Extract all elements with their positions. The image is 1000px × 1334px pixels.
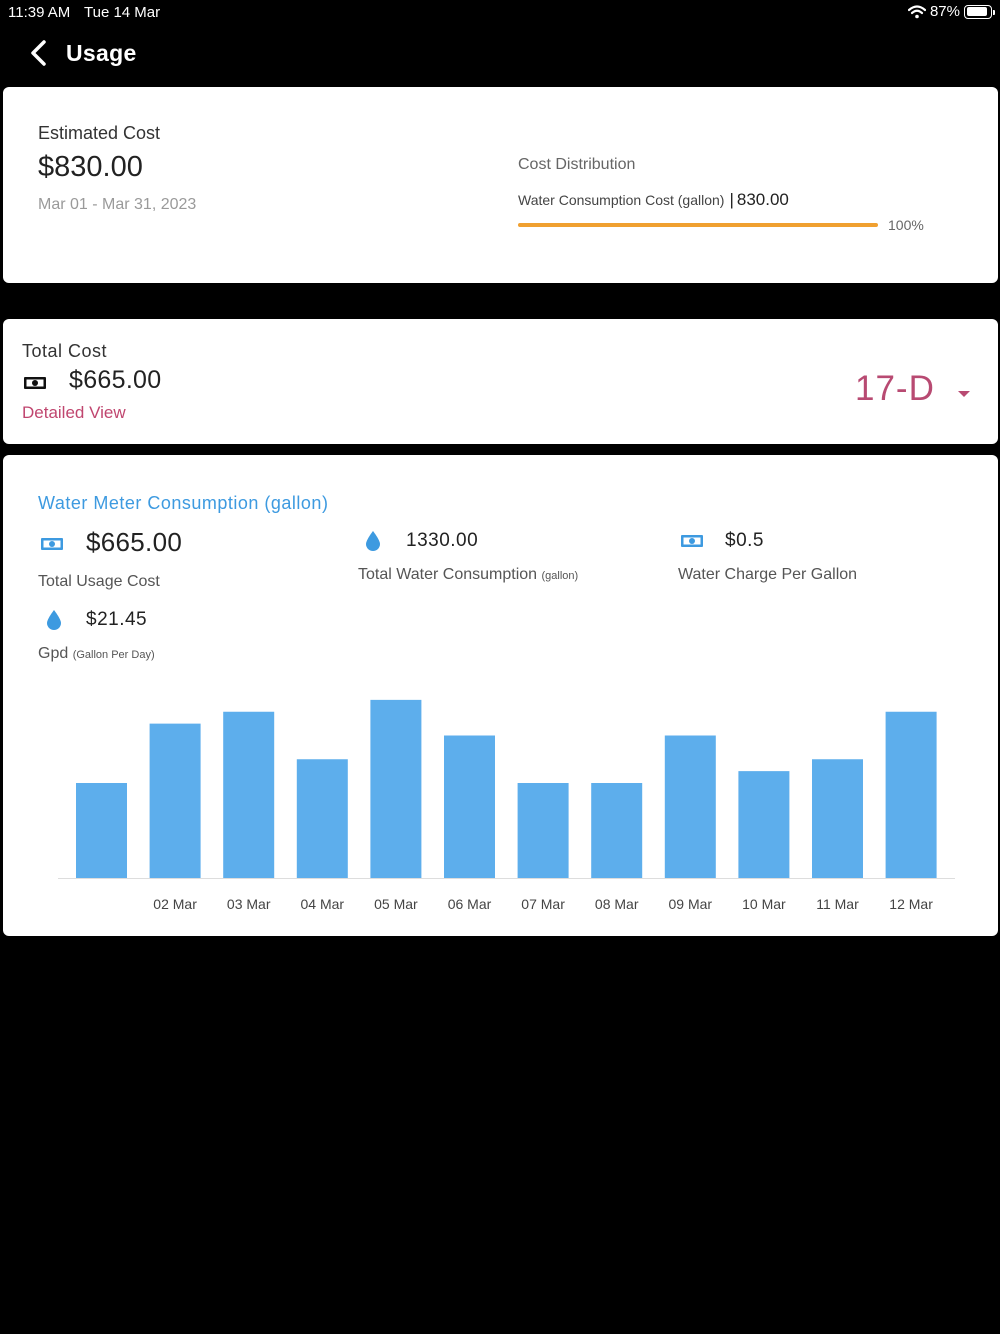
x-tick-label: 09 Mar: [669, 896, 713, 912]
caret-down-icon: [958, 391, 970, 397]
bar-12-mar[interactable]: [885, 711, 937, 878]
total-cost-value: $665.00: [69, 366, 162, 394]
page-title: Usage: [66, 40, 137, 66]
status-indicators: 87%: [907, 3, 995, 20]
cost-distribution-percent: 100%: [888, 217, 924, 233]
wifi-icon: [907, 4, 926, 18]
bar-11-mar[interactable]: [812, 759, 863, 878]
x-tick-label: 08 Mar: [595, 896, 639, 912]
total-consumption-value: 1330.00: [406, 530, 479, 551]
status-time: 11:39 AM: [8, 4, 71, 21]
bar-05-mar[interactable]: [370, 699, 422, 878]
status-date: Tue 14 Mar: [84, 4, 161, 21]
water-meter-card: Water Meter Consumption (gallon) $665.00…: [3, 455, 998, 936]
total-usage-cost-value: $665.00: [86, 527, 183, 557]
cost-distribution-bar: [518, 223, 878, 227]
water-charge-value: $0.5: [725, 530, 764, 551]
cost-distribution-value: 830.00: [736, 190, 789, 209]
cash-icon: [40, 536, 64, 557]
unit-dropdown-value: 17-D: [855, 369, 935, 408]
battery-percent: 87%: [929, 3, 960, 20]
unit-dropdown[interactable]: 17-D: [723, 349, 983, 429]
cash-icon: [23, 375, 47, 396]
total-usage-cost-label: Total Usage Cost: [38, 573, 160, 590]
x-tick-label: 05 Mar: [374, 896, 418, 912]
detailed-view-link[interactable]: Detailed View: [22, 403, 126, 422]
water-charge-label: Water Charge Per Gallon: [678, 566, 858, 583]
estimated-cost-label: Estimated Cost: [38, 123, 161, 143]
gpd-label: Gpd (Gallon Per Day): [38, 645, 155, 662]
bar-02-mar[interactable]: [149, 723, 201, 878]
bar-09-mar[interactable]: [664, 735, 716, 879]
battery-icon: [964, 4, 995, 19]
x-tick-label: 11 Mar: [816, 896, 859, 912]
bar-07-mar[interactable]: [517, 783, 569, 878]
cost-distribution-separator: |: [729, 190, 734, 209]
estimated-cost-value: $830.00: [38, 151, 143, 183]
gpd-value: $21.45: [86, 609, 148, 630]
consumption-bar-chart: 02 Mar 03 Mar 04 Mar 05 Mar 06 Mar 07 Mar 08 M…: [58, 699, 955, 912]
total-cost-card: Total Cost $665.00 Detailed View 17-D: [3, 319, 998, 444]
cash-icon: [680, 533, 704, 554]
cost-distribution-title: Cost Distribution: [518, 156, 636, 173]
estimated-cost-card: Estimated Cost $830.00 Mar 01 - Mar 31, …: [3, 87, 998, 283]
total-cost-label: Total Cost: [22, 341, 108, 361]
x-tick-label: 03 Mar: [227, 896, 271, 912]
water-drop-icon: [45, 609, 63, 636]
bar-03-mar[interactable]: [223, 711, 275, 878]
x-tick-label: 07 Mar: [521, 896, 565, 912]
date-range: Mar 01 - Mar 31, 2023: [38, 196, 197, 213]
water-meter-title: Water Meter Consumption (gallon): [38, 493, 329, 513]
x-tick-label: 06 Mar: [448, 896, 492, 912]
x-tick-label: 12 Mar: [889, 896, 933, 912]
chevron-left-icon: [31, 40, 46, 66]
bar-06-mar[interactable]: [444, 735, 495, 879]
bar-04-mar[interactable]: [296, 759, 348, 878]
status-bar: 11:39 AM Tue 14 Mar 87%: [0, 0, 1000, 26]
back-button[interactable]: [24, 36, 58, 70]
bar-01-mar[interactable]: [76, 783, 127, 878]
bar-08-mar[interactable]: [591, 783, 643, 878]
total-consumption-label: Total Water Consumption (gallon): [358, 566, 579, 583]
consumption-unit: (gallon): [541, 570, 579, 582]
x-tick-label: 02 Mar: [153, 896, 197, 912]
cost-distribution-label: Water Consumption Cost (gallon): [518, 192, 725, 208]
nav-bar: Usage: [0, 30, 1000, 80]
bar-10-mar[interactable]: [738, 771, 790, 878]
water-drop-icon: [364, 530, 382, 557]
cost-distribution-bar-fill: [518, 223, 878, 227]
gpd-unit: (Gallon Per Day): [72, 649, 155, 661]
x-tick-label: 04 Mar: [301, 896, 345, 912]
cost-distribution-row: Water Consumption Cost (gallon) | 830.00: [518, 190, 789, 210]
x-tick-label: 10 Mar: [742, 896, 786, 912]
